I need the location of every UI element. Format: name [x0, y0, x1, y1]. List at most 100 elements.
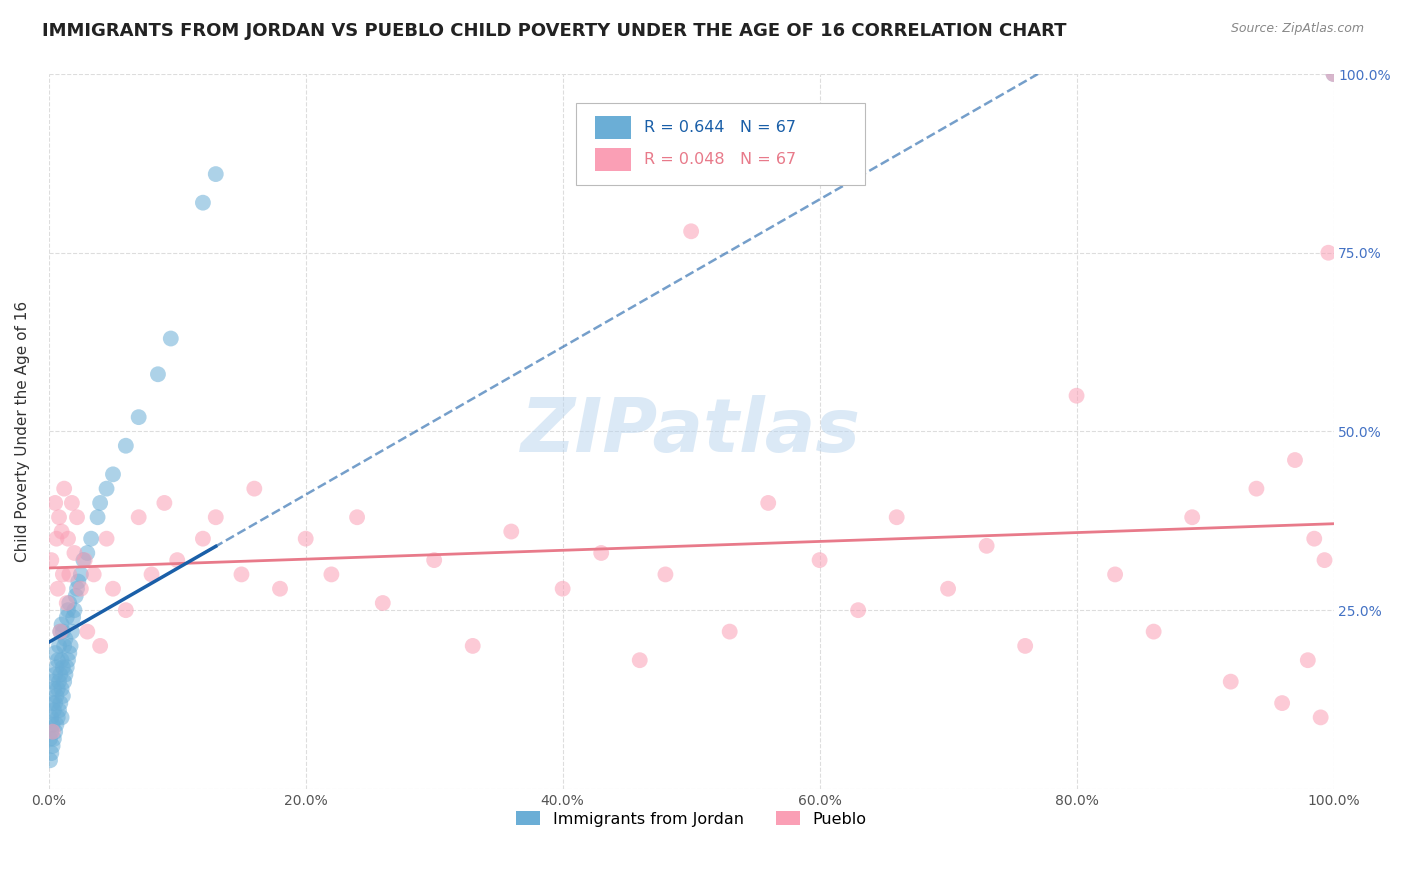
Point: [1066, 389, 1088, 403]
Point: [60, 624, 83, 639]
Y-axis label: Child Poverty Under the Age of 16: Child Poverty Under the Age of 16: [15, 301, 30, 562]
Text: IMMIGRANTS FROM JORDAN VS PUEBLO CHILD POVERTY UNDER THE AGE OF 16 CORRELATION C: IMMIGRANTS FROM JORDAN VS PUEBLO CHILD P…: [42, 22, 1067, 40]
Point: [41, 724, 63, 739]
Point: [846, 603, 869, 617]
Point: [44, 667, 66, 681]
Point: [146, 368, 169, 382]
Point: [128, 510, 150, 524]
Point: [371, 596, 394, 610]
Point: [96, 482, 118, 496]
Point: [1322, 67, 1344, 81]
Text: Source: ZipAtlas.com: Source: ZipAtlas.com: [1230, 22, 1364, 36]
Bar: [595, 116, 631, 139]
Point: [63, 603, 86, 617]
Point: [86, 510, 108, 524]
Point: [886, 510, 908, 524]
Point: [346, 510, 368, 524]
Point: [191, 532, 214, 546]
Point: [45, 717, 67, 731]
Point: [42, 681, 65, 696]
Point: [41, 717, 63, 731]
Text: ZIPatlas: ZIPatlas: [522, 395, 860, 468]
Point: [718, 624, 741, 639]
Point: [101, 467, 124, 482]
Point: [76, 624, 98, 639]
Point: [654, 567, 676, 582]
Point: [1104, 567, 1126, 582]
Point: [65, 589, 87, 603]
Point: [73, 553, 96, 567]
Point: [51, 524, 73, 539]
Point: [591, 546, 613, 560]
Point: [501, 524, 523, 539]
FancyBboxPatch shape: [575, 103, 865, 185]
Point: [89, 496, 111, 510]
Point: [39, 753, 62, 767]
Point: [76, 546, 98, 560]
Point: [52, 689, 75, 703]
Point: [204, 510, 226, 524]
Point: [1322, 67, 1344, 81]
Point: [1309, 710, 1331, 724]
Point: [44, 696, 66, 710]
Point: [1143, 624, 1166, 639]
Point: [41, 746, 63, 760]
Point: [48, 674, 70, 689]
Point: [48, 510, 70, 524]
Text: R = 0.644   N = 67: R = 0.644 N = 67: [644, 120, 796, 135]
Point: [45, 660, 67, 674]
Point: [46, 653, 69, 667]
Point: [53, 674, 76, 689]
Point: [56, 532, 79, 546]
Point: [269, 582, 291, 596]
Point: [41, 696, 63, 710]
Text: R = 0.048   N = 67: R = 0.048 N = 67: [644, 153, 796, 168]
Point: [67, 574, 90, 589]
Point: [62, 610, 84, 624]
Point: [44, 724, 66, 739]
Point: [166, 553, 188, 567]
Point: [42, 731, 65, 746]
Point: [48, 639, 70, 653]
Point: [58, 646, 80, 660]
Point: [1181, 510, 1204, 524]
Point: [56, 653, 79, 667]
Point: [44, 496, 66, 510]
Point: [628, 653, 651, 667]
Point: [976, 539, 998, 553]
Point: [101, 582, 124, 596]
Point: [56, 603, 79, 617]
Point: [41, 739, 63, 753]
Point: [159, 332, 181, 346]
Point: [52, 660, 75, 674]
Point: [70, 567, 93, 582]
Point: [83, 567, 105, 582]
Point: [141, 567, 163, 582]
Point: [41, 553, 63, 567]
Point: [114, 439, 136, 453]
Point: [66, 510, 89, 524]
Point: [44, 646, 66, 660]
Point: [51, 681, 73, 696]
Bar: [595, 148, 631, 171]
Point: [55, 610, 77, 624]
Point: [49, 696, 72, 710]
Point: [55, 660, 77, 674]
Point: [461, 639, 484, 653]
Point: [52, 624, 75, 639]
Point: [45, 532, 67, 546]
Point: [1219, 674, 1241, 689]
Point: [66, 582, 89, 596]
Point: [191, 195, 214, 210]
Point: [681, 224, 703, 238]
Point: [39, 731, 62, 746]
Point: [55, 596, 77, 610]
Point: [321, 567, 343, 582]
Point: [59, 639, 82, 653]
Point: [1284, 453, 1306, 467]
Point: [128, 410, 150, 425]
Point: [46, 710, 69, 724]
Point: [1014, 639, 1036, 653]
Point: [55, 632, 77, 646]
Point: [41, 724, 63, 739]
